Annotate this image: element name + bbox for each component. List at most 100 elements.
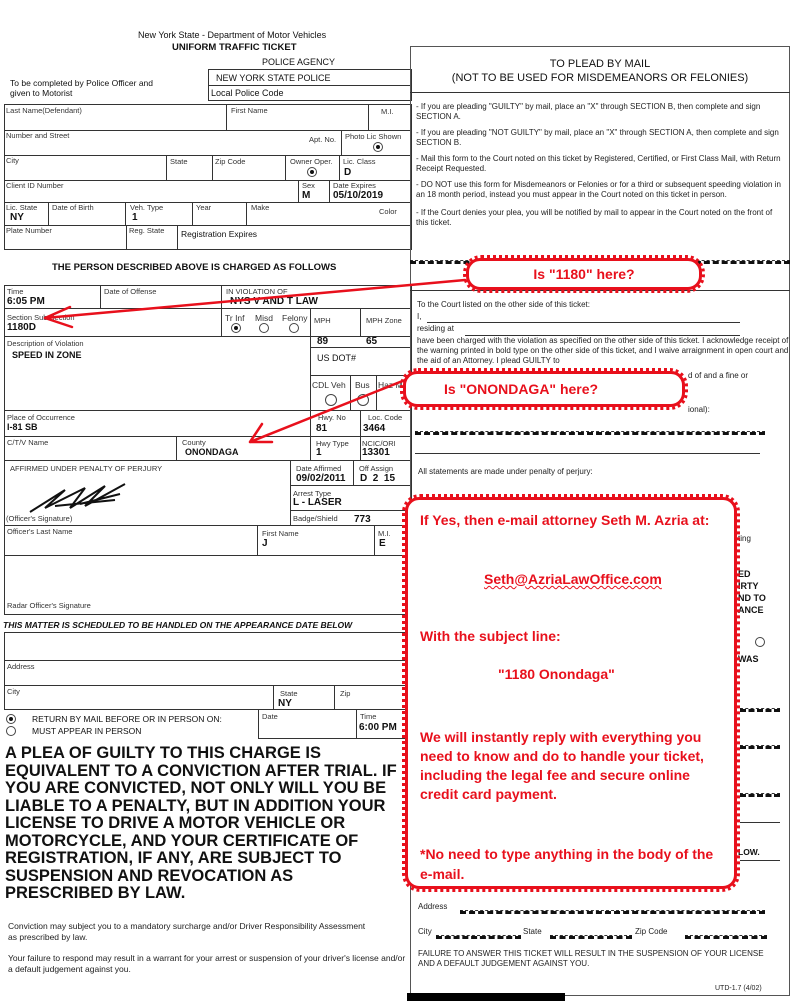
time: 6:05 PM — [7, 296, 45, 307]
address-label: Address — [418, 902, 448, 911]
callout-text: Is "1180" here? — [533, 266, 635, 282]
failure-note: Your failure to respond may result in a … — [8, 953, 406, 974]
section: 1180D — [7, 322, 36, 333]
perjury-note: All statements are made under penalty of… — [418, 467, 593, 476]
felony-radio[interactable] — [289, 323, 299, 333]
date-expires: 05/10/2019 — [333, 190, 384, 201]
city-label: City — [418, 927, 432, 936]
mph-zone: 65 — [366, 336, 378, 347]
arrow-to-county — [248, 378, 407, 444]
callout-county-question: Is "ONONDAGA" here? — [400, 368, 688, 410]
misd-radio[interactable] — [259, 323, 269, 333]
plea-bullet: - Mail this form to the Court noted on t… — [416, 154, 781, 173]
ncic-label: NCIC/ORI — [362, 439, 396, 448]
city-label: City — [7, 687, 20, 696]
callout-line1: If Yes, then e-mail attorney Seth M. Azr… — [420, 512, 710, 528]
state-label: State — [280, 689, 298, 698]
last-name-label: Last Name(Defendant) — [6, 106, 82, 115]
mph: 89 — [317, 336, 329, 347]
cdl-radio[interactable] — [325, 394, 337, 406]
state-label: State — [170, 157, 188, 166]
owner-oper-label: Owner Oper. — [290, 157, 333, 166]
return-mail-radio[interactable] — [6, 714, 16, 724]
officer-sig-label: (Officer's Signature) — [6, 514, 73, 523]
ticket-title: UNIFORM TRAFFIC TICKET — [172, 42, 297, 53]
time-label: Time — [7, 287, 24, 296]
date-label: Date — [262, 712, 278, 721]
county-label: County — [182, 438, 206, 447]
must-appear-label: MUST APPEAR IN PERSON — [32, 726, 142, 736]
affirmed-label: AFFIRMED UNDER PENALTY OF PERJURY — [10, 464, 163, 473]
us-dot-label: US DOT# — [317, 353, 357, 363]
plea-fragment: ANCE — [738, 605, 764, 615]
guilty-plea-warning: A PLEA OF GUILTY TO THIS CHARGE IS EQUIV… — [5, 744, 397, 902]
lic-state: NY — [10, 212, 24, 223]
make-label: Make — [251, 203, 270, 212]
plea-radio[interactable] — [755, 637, 765, 647]
plea-subtitle: (NOT TO BE USED FOR MISDEMEANORS OR FELO… — [451, 72, 749, 84]
color-label: Color — [379, 207, 397, 216]
plea-fragment: ED — [738, 569, 751, 579]
felony-label: Felony — [282, 313, 308, 323]
subject-line: "1180 Onondaga" — [498, 666, 615, 682]
bus-label: Bus — [355, 380, 370, 390]
cdl-label: CDL Veh — [312, 380, 346, 390]
state-label: State — [523, 927, 542, 936]
desc-label: Description of Violation — [7, 339, 84, 348]
police-agency-label: POLICE AGENCY — [262, 57, 336, 67]
plea-fragment: ting — [738, 534, 751, 543]
date-affirmed-label: Date Affirmed — [296, 464, 342, 473]
year-label: Year — [196, 203, 212, 212]
callout-email-instructions: If Yes, then e-mail attorney Seth M. Azr… — [402, 494, 740, 892]
plea-fragment: LOW. — [738, 847, 760, 857]
plea-title: TO PLEAD BY MAIL — [549, 58, 651, 70]
desc: SPEED IN ZONE — [12, 350, 82, 360]
county: ONONDAGA — [185, 447, 239, 457]
must-appear-radio[interactable] — [6, 726, 16, 736]
hwy-type-label: Hwy Type — [316, 439, 349, 448]
lic-class-label: Lic. Class — [343, 157, 376, 166]
ctv-label: C/T/V Name — [7, 438, 49, 447]
body-note: *No need to type anything in the body of… — [420, 846, 714, 882]
owner-oper-radio[interactable] — [307, 167, 317, 177]
officer-first-label: First Name — [262, 529, 299, 538]
appearance-time: 6:00 PM — [359, 722, 397, 733]
hwy-type: 1 — [316, 447, 322, 458]
plea-instructions: - If you are pleading "GUILTY" by mail, … — [416, 102, 784, 228]
reg-expires-label: Registration Expires — [181, 229, 258, 239]
plea-fragment: WAS — [738, 654, 759, 664]
officer-mi: E — [379, 538, 386, 549]
plea-bullet: - If the Court denies your plea, you wil… — [416, 208, 773, 227]
apt-label: Apt. No. — [309, 135, 337, 144]
arrest-type-label: Arrest Type — [293, 489, 332, 498]
officer-signature — [29, 483, 126, 513]
photo-lic-label: Photo Lic Shown — [345, 132, 402, 141]
loc-code-label: Loc. Code — [368, 413, 403, 422]
form-number: UTD-1.7 (4/02) — [715, 985, 762, 992]
badge: 773 — [354, 514, 371, 525]
plea-bullet: - DO NOT use this form for Misdemeanors … — [416, 180, 781, 199]
plea-fragment: ED IRTY ND TO ANCE — [738, 568, 766, 616]
subject-label: With the subject line: — [420, 628, 561, 644]
callout-section-question: Is "1180" here? — [463, 255, 705, 293]
loc-code: 3464 — [363, 423, 386, 434]
radar-sig-label: Radar Officer's Signature — [7, 601, 91, 610]
i-label: I, — [417, 312, 422, 321]
ncic: 13301 — [362, 447, 390, 458]
instruction: To be completed by Police Officer and gi… — [10, 78, 154, 98]
badge-label: Badge/Shield — [293, 514, 338, 523]
photo-lic-radio[interactable] — [373, 142, 383, 152]
failure-warning: FAILURE TO ANSWER THIS TICKET WILL RESUL… — [418, 949, 764, 968]
return-mail-label: RETURN BY MAIL BEFORE OR IN PERSON ON: — [32, 714, 222, 724]
tr-inf-radio[interactable] — [231, 323, 241, 333]
plea-fragment: ional): — [688, 405, 710, 414]
arrest-type: L - LASER — [293, 497, 342, 508]
attorney-email-link[interactable]: Seth@AzriaLawOffice.com — [484, 571, 662, 587]
veh-type-label: Veh. Type — [130, 203, 164, 212]
reply-note: We will instantly reply with everything … — [420, 729, 704, 802]
officer-mi-label: M.I. — [378, 529, 391, 538]
veh-type: 1 — [132, 212, 138, 223]
officer-last-label: Officer's Last Name — [7, 527, 73, 536]
place: I-81 SB — [7, 422, 38, 432]
